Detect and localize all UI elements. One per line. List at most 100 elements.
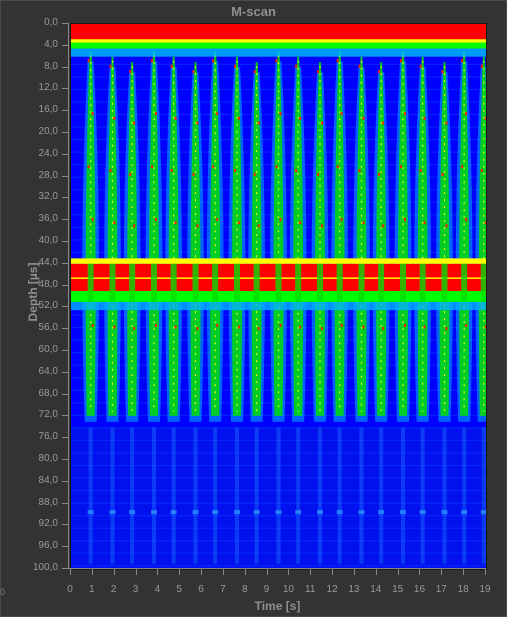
heatmap-streak (71, 489, 486, 492)
y-tick-label: 40,0 (38, 235, 58, 246)
band-pulse-crossing (192, 263, 199, 302)
y-tick-mark (62, 328, 68, 330)
pulse-red-speck (404, 323, 406, 327)
y-tick-label: 92,0 (38, 518, 58, 530)
pulse-red-speck (192, 70, 195, 74)
band-transition (71, 258, 486, 264)
pulse-lower-echo (151, 510, 157, 515)
pulse-red-speck (257, 224, 260, 228)
y-tick-mark (62, 502, 68, 504)
pulse-red-speck (336, 59, 339, 63)
y-tick-mark (62, 23, 68, 24)
pulse-red-speck (91, 218, 94, 222)
pulse-lower-trace (276, 427, 281, 564)
pulse-red-speck (234, 169, 236, 173)
pulse-red-speck (295, 169, 298, 173)
pulse-lower-echo (317, 510, 323, 515)
pulse-red-speck (174, 116, 177, 120)
pulse-red-speck (257, 327, 260, 331)
pulse-red-speck (87, 165, 90, 169)
pulse-red-speck (109, 169, 112, 173)
pulse-red-speck (378, 70, 381, 74)
pulse-red-speck (480, 169, 483, 173)
y-tick-label: 24,0 (38, 147, 58, 159)
y-tick-label: 36,0 (38, 213, 58, 225)
pulse-lower-echo (129, 510, 136, 515)
pulse-lower-echo (358, 510, 365, 515)
y-tick-label: 84,0 (38, 474, 58, 486)
y-tick-mark (62, 153, 68, 155)
pulse-red-speck (484, 116, 486, 120)
y-tick-label: 96,0 (38, 540, 58, 552)
heatmap-streak (71, 540, 486, 542)
pulse-red-speck (295, 64, 298, 68)
x-tick-label: 15 (392, 584, 404, 595)
mscan-plot-area[interactable] (70, 23, 487, 570)
y-tick-mark (62, 568, 68, 569)
pulse-lower-trace (420, 427, 425, 564)
pulse-red-speck (196, 121, 199, 125)
pulse-red-speck (212, 59, 215, 63)
y-tick-label: 4,0 (44, 38, 58, 50)
pulse-red-speck (133, 327, 136, 331)
pulse-red-speck (238, 221, 240, 225)
y-tick-mark (62, 110, 68, 112)
x-tick-label: 17 (435, 584, 447, 595)
band-pulse-crossing (419, 263, 426, 302)
y-axis-line (68, 23, 69, 569)
mscan-heatmap (71, 24, 486, 569)
pulse-red-speck (362, 116, 365, 120)
pulse-lower-echo (461, 510, 468, 515)
pulse-red-speck (155, 323, 157, 327)
y-tick-mark (62, 371, 68, 373)
x-tick-mark (222, 569, 224, 575)
x-tick-mark (113, 569, 115, 575)
pulse-lower-trace (213, 427, 218, 564)
pulse-red-speck (358, 64, 361, 68)
x-tick-label: 8 (241, 584, 248, 595)
pulse-red-speck (91, 112, 94, 116)
pulse-red-speck (321, 224, 323, 228)
pulse-lower-echo (378, 510, 385, 515)
y-tick-mark (62, 459, 68, 460)
pulse-red-speck (253, 70, 256, 74)
x-tick-mark (441, 569, 443, 575)
pulse-red-speck (279, 323, 282, 327)
pulse-red-speck (423, 325, 426, 329)
pulse-lower-trace (193, 427, 198, 564)
band-transition (71, 48, 486, 57)
x-tick-mark (201, 569, 203, 575)
y-tick-label: 12,0 (38, 82, 58, 94)
pulse-red-speck (196, 224, 199, 228)
pulse-red-speck (212, 165, 215, 169)
x-tick-mark (375, 569, 377, 575)
pulse-red-speck (279, 218, 282, 222)
x-tick-label: 11 (305, 584, 316, 595)
pulse-red-speck (234, 64, 236, 68)
band-pulse-crossing (170, 263, 177, 302)
pulse-red-speck (461, 165, 464, 169)
pulse-red-speck (216, 218, 219, 222)
x-tick-label: 19 (479, 584, 491, 595)
y-tick-label: 0,0 (44, 17, 58, 28)
x-tick-label: 3 (132, 584, 139, 595)
x-tick-label: 2 (110, 584, 117, 595)
y-tick-mark (62, 306, 68, 308)
pulse-lower-trace (171, 427, 176, 564)
x-tick-label: 0 (67, 584, 73, 595)
pulse-red-speck (419, 169, 422, 173)
pulse-red-speck (362, 221, 365, 225)
pulse-lower-trace (130, 427, 135, 564)
pulse-red-speck (445, 121, 448, 125)
x-tick-label: 10 (282, 584, 294, 595)
pulse-red-speck (336, 165, 339, 169)
pulse-red-speck (340, 323, 343, 327)
pulse-red-speck (87, 59, 90, 63)
pulse-red-speck (362, 325, 365, 329)
y-tick-label: 68,0 (38, 387, 58, 399)
band-pulse-crossing (151, 263, 157, 302)
heatmap-streak (71, 552, 486, 554)
x-tick-label: 12 (326, 584, 338, 595)
y-tick-mark (62, 437, 68, 439)
pulse-red-speck (400, 59, 402, 63)
